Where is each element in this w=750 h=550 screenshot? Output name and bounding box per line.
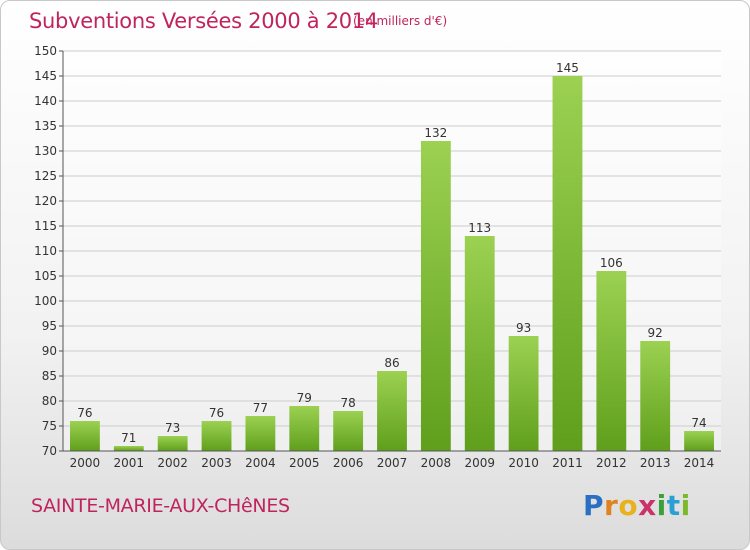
y-tick-label: 145: [34, 69, 57, 83]
data-label-2012: 106: [600, 256, 623, 270]
data-label-2000: 76: [77, 406, 92, 420]
data-label-2005: 79: [297, 391, 312, 405]
logo-letter: t: [666, 489, 681, 522]
bar-2011: [552, 76, 583, 451]
data-label-2002: 73: [165, 421, 180, 435]
logo-letter: i: [656, 489, 667, 522]
proxiti-logo: Proxiti: [583, 489, 691, 522]
y-tick-label: 80: [42, 394, 57, 408]
data-label-2013: 92: [648, 326, 663, 340]
y-tick-label: 90: [42, 344, 57, 358]
logo-letter: P: [583, 489, 605, 522]
data-label-2007: 86: [384, 356, 399, 370]
x-tick-label-2009: 2009: [464, 456, 495, 470]
x-tick-label-2010: 2010: [508, 456, 539, 470]
y-tick-label: 70: [42, 444, 57, 458]
data-label-2008: 132: [424, 126, 447, 140]
x-tick-label-2014: 2014: [684, 456, 715, 470]
y-tick-label: 110: [34, 244, 57, 258]
y-tick-label: 85: [42, 369, 57, 383]
bar-2009: [464, 236, 495, 451]
y-tick-label: 105: [34, 269, 57, 283]
data-label-2011: 145: [556, 61, 579, 75]
y-tick-label: 120: [34, 194, 57, 208]
x-tick-label-2004: 2004: [245, 456, 276, 470]
bar-2002: [157, 436, 188, 451]
x-tick-label-2003: 2003: [201, 456, 232, 470]
y-tick-label: 95: [42, 319, 57, 333]
chart-title: Subventions Versées 2000 à 2014: [29, 9, 378, 33]
logo-letter: i: [680, 489, 691, 522]
x-tick-label-2008: 2008: [421, 456, 452, 470]
x-tick-label-2001: 2001: [114, 456, 145, 470]
y-tick-label: 100: [34, 294, 57, 308]
data-label-2003: 76: [209, 406, 224, 420]
y-tick-label: 125: [34, 169, 57, 183]
data-label-2001: 71: [121, 431, 136, 445]
y-tick-label: 130: [34, 144, 57, 158]
logo-letter: r: [604, 489, 619, 522]
y-tick-label: 115: [34, 219, 57, 233]
x-tick-label-2002: 2002: [157, 456, 188, 470]
town-name: SAINTE-MARIE-AUX-CHêNES: [31, 495, 290, 517]
data-label-2010: 93: [516, 321, 531, 335]
x-tick-label-2007: 2007: [377, 456, 408, 470]
logo-letter: x: [638, 489, 657, 522]
data-label-2004: 77: [253, 401, 268, 415]
bar-layer: 76 71 73 76 77 79 78 86 132 113 93 145 106 92 74: [70, 61, 714, 451]
chart-unit-note: (en milliers d'€): [353, 14, 448, 28]
x-tick-label-2011: 2011: [552, 456, 583, 470]
x-tick-label-2012: 2012: [596, 456, 627, 470]
bar-2003: [201, 421, 232, 451]
bar-2000: [70, 421, 100, 451]
x-tick-label-2013: 2013: [640, 456, 671, 470]
bar-2008: [420, 141, 451, 451]
y-tick-label: 75: [42, 419, 57, 433]
bar-2007: [377, 371, 407, 451]
x-tick-label-2000: 2000: [70, 456, 101, 470]
data-label-2006: 78: [340, 396, 355, 410]
bar-2001: [113, 446, 144, 451]
y-tick-label: 135: [34, 119, 57, 133]
logo-letter: o: [618, 489, 639, 522]
bar-2014: [684, 431, 714, 451]
y-tick-label: 140: [34, 94, 57, 108]
data-label-2009: 113: [468, 221, 491, 235]
bar-2012: [596, 271, 627, 451]
bar-2005: [289, 406, 320, 451]
data-label-2014: 74: [691, 416, 706, 430]
y-tick-label: 150: [34, 44, 57, 58]
x-tick-label-2006: 2006: [333, 456, 364, 470]
bar-2006: [333, 411, 364, 451]
axis-layer: 70 75 80 85 90 95 100 105 110 115 120 125 130 135 140 1…: [34, 44, 721, 470]
bar-2004: [245, 416, 276, 451]
bar-2013: [640, 341, 671, 451]
bar-2010: [508, 336, 539, 451]
x-tick-label-2005: 2005: [289, 456, 320, 470]
